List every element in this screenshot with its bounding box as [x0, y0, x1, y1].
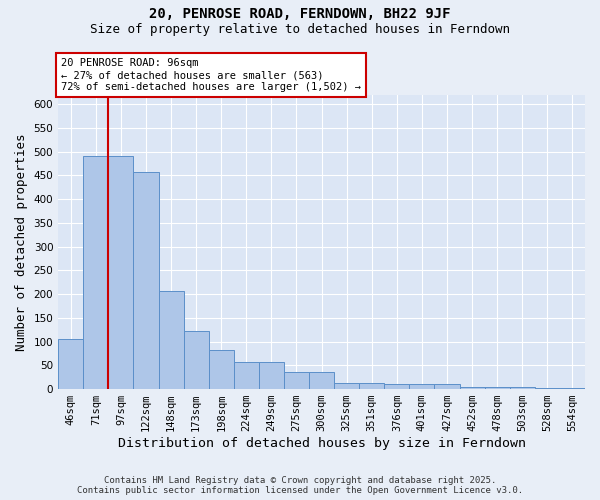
- Bar: [560, 388, 585, 389]
- Bar: [58, 339, 83, 389]
- Bar: [460, 386, 485, 389]
- Text: Size of property relative to detached houses in Ferndown: Size of property relative to detached ho…: [90, 22, 510, 36]
- Bar: [434, 384, 460, 389]
- Text: Contains HM Land Registry data © Crown copyright and database right 2025.
Contai: Contains HM Land Registry data © Crown c…: [77, 476, 523, 495]
- Bar: [234, 362, 259, 389]
- Bar: [485, 386, 510, 389]
- Bar: [535, 388, 560, 389]
- Bar: [359, 383, 385, 389]
- Bar: [109, 156, 133, 389]
- Bar: [385, 384, 409, 389]
- Bar: [409, 384, 434, 389]
- X-axis label: Distribution of detached houses by size in Ferndown: Distribution of detached houses by size …: [118, 437, 526, 450]
- Y-axis label: Number of detached properties: Number of detached properties: [15, 133, 28, 350]
- Text: 20, PENROSE ROAD, FERNDOWN, BH22 9JF: 20, PENROSE ROAD, FERNDOWN, BH22 9JF: [149, 8, 451, 22]
- Bar: [184, 331, 209, 389]
- Bar: [209, 350, 234, 389]
- Bar: [510, 386, 535, 389]
- Bar: [334, 383, 359, 389]
- Bar: [284, 372, 309, 389]
- Bar: [133, 172, 158, 389]
- Bar: [158, 290, 184, 389]
- Bar: [83, 156, 109, 389]
- Text: 20 PENROSE ROAD: 96sqm
← 27% of detached houses are smaller (563)
72% of semi-de: 20 PENROSE ROAD: 96sqm ← 27% of detached…: [61, 58, 361, 92]
- Bar: [259, 362, 284, 389]
- Bar: [309, 372, 334, 389]
